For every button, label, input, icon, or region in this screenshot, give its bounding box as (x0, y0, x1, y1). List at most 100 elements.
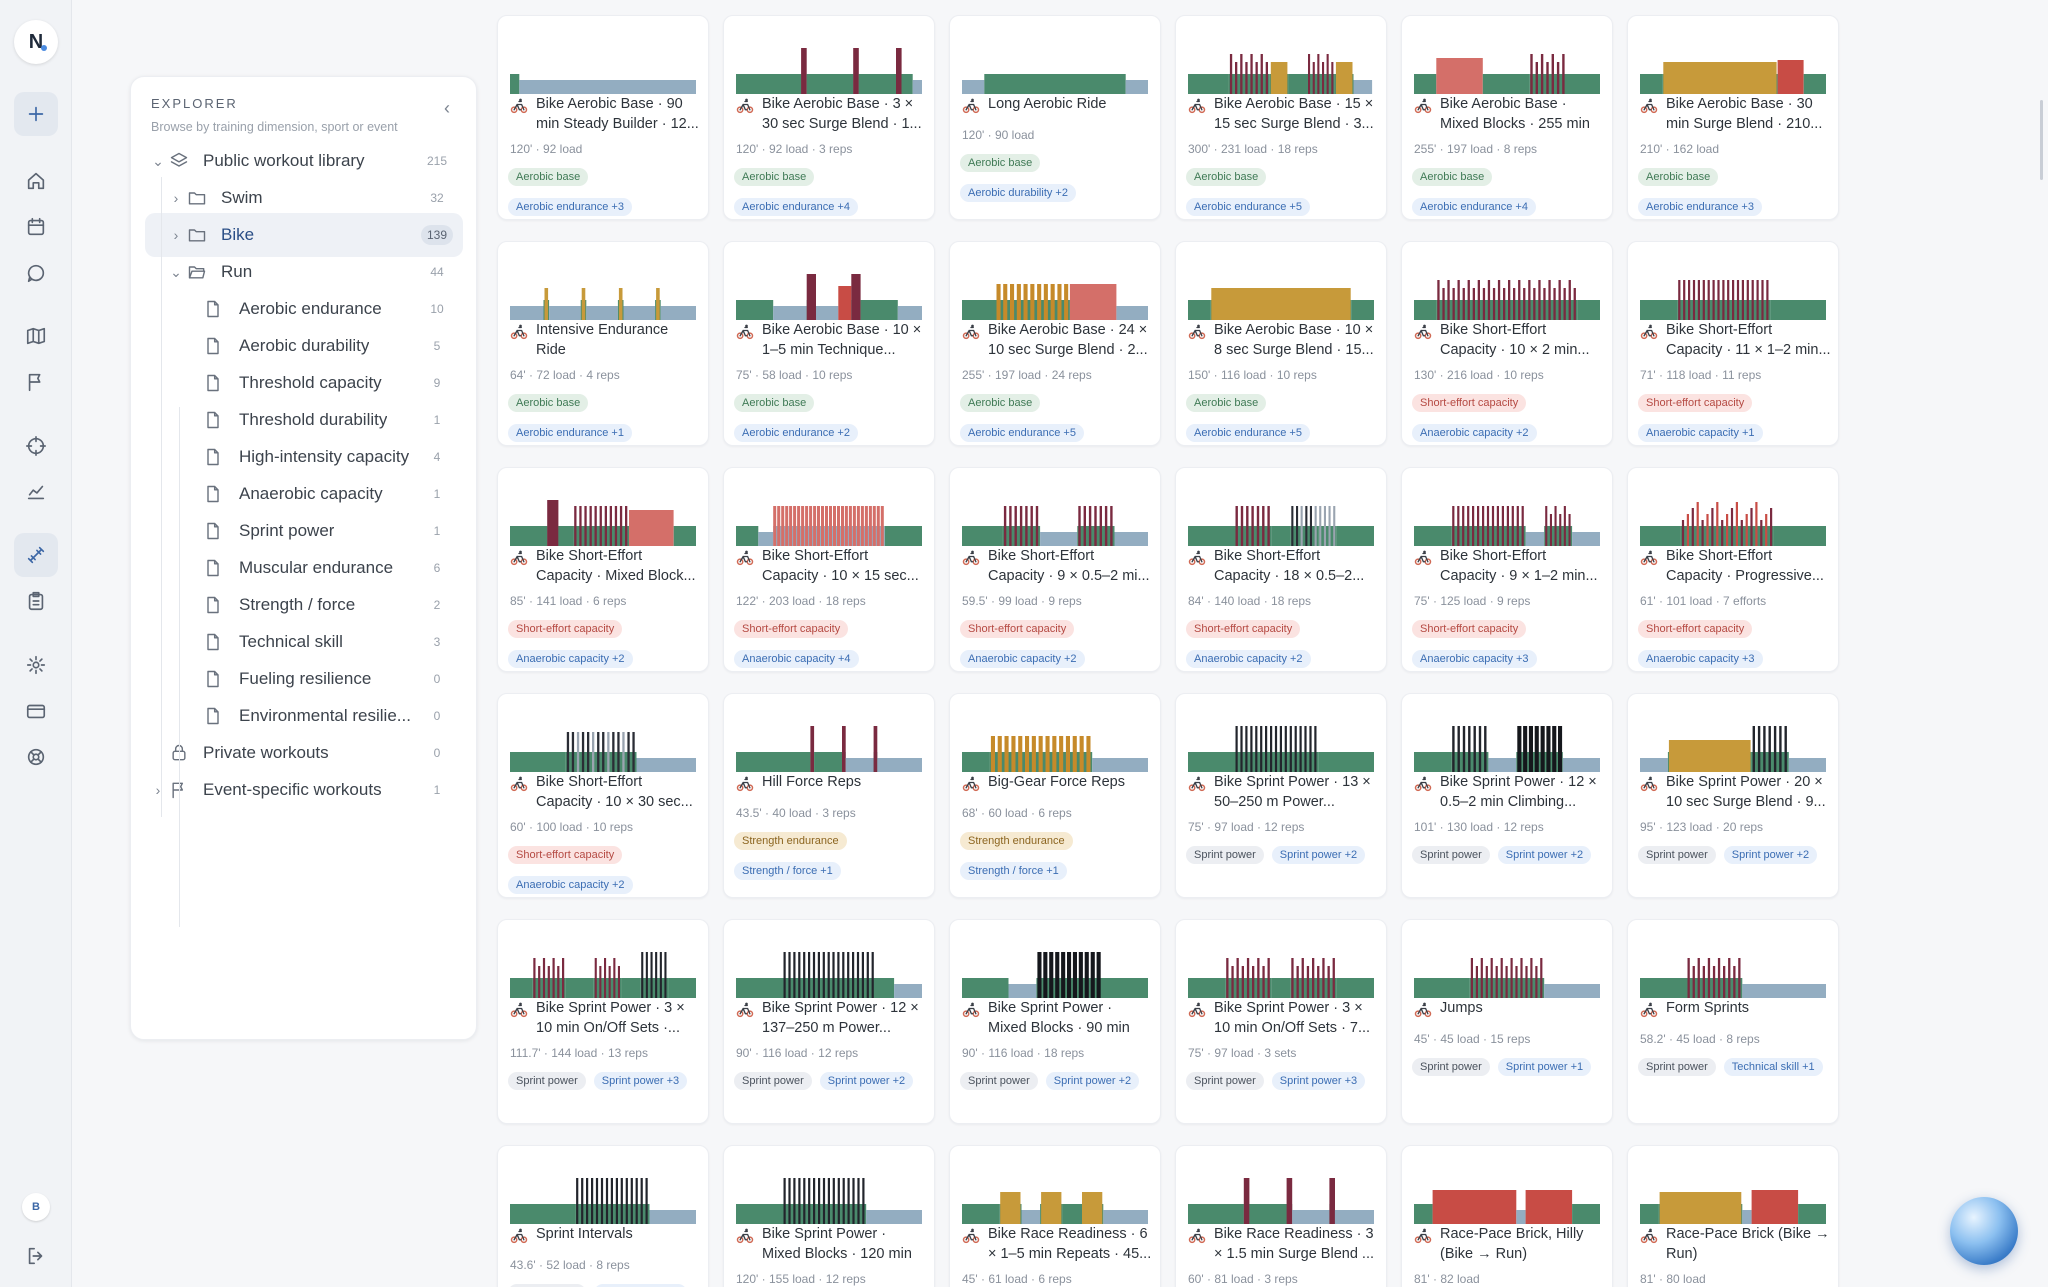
workout-card[interactable]: Bike Short-Effort Capacity · Progressive… (1627, 467, 1839, 672)
tree-item[interactable]: Strength / force 2 (145, 583, 463, 627)
primary-tag[interactable]: Aerobic base (1638, 168, 1719, 186)
tree-item[interactable]: Fueling resilience 0 (145, 657, 463, 701)
secondary-tag[interactable]: Aerobic endurance +3 (1638, 198, 1762, 216)
primary-tag[interactable]: Aerobic base (960, 154, 1041, 172)
secondary-tag[interactable]: Anaerobic capacity +3 (1412, 650, 1537, 668)
workout-card[interactable]: Bike Race Readiness · 6 × 1–5 min Repeat… (949, 1145, 1161, 1287)
nav-settings[interactable] (14, 643, 58, 687)
secondary-tag[interactable]: Aerobic endurance +2 (734, 424, 858, 442)
workout-card[interactable]: Bike Short-Effort Capacity · 18 × 0.5–2.… (1175, 467, 1387, 672)
secondary-tag[interactable]: Sprint power +3 (1271, 1072, 1366, 1090)
secondary-tag[interactable]: Sprint power +2 (1497, 846, 1592, 864)
chevron-right-icon[interactable]: › (173, 190, 179, 206)
workout-card[interactable]: Bike Aerobic Base · Mixed Blocks · 255 m… (1401, 15, 1613, 220)
primary-tag[interactable]: Strength endurance (960, 832, 1073, 850)
secondary-tag[interactable]: Aerobic endurance +4 (734, 198, 858, 216)
secondary-tag[interactable]: Sprint power +1 (593, 1284, 688, 1287)
primary-tag[interactable]: Aerobic base (734, 394, 815, 412)
secondary-tag[interactable]: Aerobic endurance +3 (508, 198, 632, 216)
primary-tag[interactable]: Aerobic base (1186, 394, 1267, 412)
primary-tag[interactable]: Sprint power (960, 1072, 1038, 1090)
workout-card[interactable]: Bike Sprint Power · Mixed Blocks · 90 mi… (949, 919, 1161, 1124)
secondary-tag[interactable]: Technical skill +1 (1723, 1058, 1823, 1076)
tree-item[interactable]: ⌄ Public workout library 215 (145, 139, 463, 183)
secondary-tag[interactable]: Anaerobic capacity +2 (508, 876, 633, 894)
workout-card[interactable]: Bike Aerobic Base · 10 × 1–5 min Techniq… (723, 241, 935, 446)
workout-card[interactable]: Bike Short-Effort Capacity · Mixed Block… (497, 467, 709, 672)
assistant-orb-button[interactable] (1950, 1197, 2018, 1265)
primary-tag[interactable]: Short-effort capacity (734, 620, 849, 638)
primary-tag[interactable]: Short-effort capacity (1638, 620, 1753, 638)
workout-card[interactable]: Race-Pace Brick (Bike → Run) 81' · 80 loa… (1627, 1145, 1839, 1287)
secondary-tag[interactable]: Anaerobic capacity +4 (734, 650, 859, 668)
primary-tag[interactable]: Short-effort capacity (508, 846, 623, 864)
chevron-down-icon[interactable]: ⌄ (170, 263, 182, 280)
workout-card[interactable]: Bike Aerobic Base · 30 min Surge Blend ·… (1627, 15, 1839, 220)
collapse-panel-button[interactable]: ‹ (444, 98, 450, 118)
workout-card[interactable]: Bike Race Readiness · 3 × 1.5 min Surge … (1175, 1145, 1387, 1287)
secondary-tag[interactable]: Sprint power +3 (593, 1072, 688, 1090)
logout-button[interactable] (14, 1234, 58, 1278)
workout-card[interactable]: Long Aerobic Ride 120' · 90 load Aerobic b… (949, 15, 1161, 220)
user-avatar[interactable]: B (22, 1193, 50, 1221)
workout-card[interactable]: Race-Pace Brick, Hilly (Bike → Run) 81' ·… (1401, 1145, 1613, 1287)
workout-card[interactable]: Bike Aerobic Base · 3 × 30 sec Surge Ble… (723, 15, 935, 220)
nav-chat[interactable] (14, 251, 58, 295)
workout-card[interactable]: Bike Short-Effort Capacity · 10 × 15 sec… (723, 467, 935, 672)
workout-card[interactable]: Big-Gear Force Reps 68' · 60 load · 6 rep… (949, 693, 1161, 898)
primary-tag[interactable]: Sprint power (1186, 846, 1264, 864)
workout-card[interactable]: Bike Short-Effort Capacity · 9 × 1–2 min… (1401, 467, 1613, 672)
secondary-tag[interactable]: Aerobic durability +2 (960, 184, 1076, 202)
primary-tag[interactable]: Aerobic base (1186, 168, 1267, 186)
primary-tag[interactable]: Aerobic base (734, 168, 815, 186)
primary-tag[interactable]: Short-effort capacity (960, 620, 1075, 638)
secondary-tag[interactable]: Aerobic endurance +5 (1186, 424, 1310, 442)
workout-card[interactable]: Form Sprints 58.2' · 45 load · 8 reps Spri… (1627, 919, 1839, 1124)
tree-item[interactable]: › Swim 32 (145, 176, 463, 220)
workout-card[interactable]: Bike Sprint Power · 3 × 10 min On/Off Se… (497, 919, 709, 1124)
primary-tag[interactable]: Sprint power (1412, 1058, 1490, 1076)
primary-tag[interactable]: Short-effort capacity (508, 620, 623, 638)
primary-tag[interactable]: Aerobic base (508, 168, 589, 186)
workout-card[interactable]: Bike Sprint Power · 13 × 50–250 m Power.… (1175, 693, 1387, 898)
primary-tag[interactable]: Short-effort capacity (1638, 394, 1753, 412)
workout-card[interactable]: Bike Sprint Power · 20 × 10 sec Surge Bl… (1627, 693, 1839, 898)
chevron-down-icon[interactable]: ⌄ (152, 152, 164, 169)
workout-card[interactable]: Bike Aerobic Base · 15 × 15 sec Surge Bl… (1175, 15, 1387, 220)
workout-card[interactable]: Bike Aerobic Base · 90 min Steady Builde… (497, 15, 709, 220)
secondary-tag[interactable]: Anaerobic capacity +1 (1638, 424, 1763, 442)
tree-item[interactable]: › Event-specific workouts 1 (145, 768, 463, 812)
chevron-right-icon[interactable]: › (155, 782, 161, 798)
workout-card[interactable]: Intensive Endurance Ride 64' · 72 load · … (497, 241, 709, 446)
secondary-tag[interactable]: Anaerobic capacity +2 (508, 650, 633, 668)
secondary-tag[interactable]: Sprint power +2 (1723, 846, 1818, 864)
tree-item[interactable]: High-intensity capacity 4 (145, 435, 463, 479)
primary-tag[interactable]: Sprint power (1638, 846, 1716, 864)
secondary-tag[interactable]: Sprint power +2 (1271, 846, 1366, 864)
secondary-tag[interactable]: Anaerobic capacity +2 (1412, 424, 1537, 442)
tree-item[interactable]: Aerobic endurance 10 (145, 287, 463, 331)
workout-card[interactable]: Jumps 45' · 45 load · 15 reps Sprint power… (1401, 919, 1613, 1124)
secondary-tag[interactable]: Anaerobic capacity +2 (1186, 650, 1311, 668)
primary-tag[interactable]: Sprint power (508, 1072, 586, 1090)
primary-tag[interactable]: Sprint power (1638, 1058, 1716, 1076)
workout-card[interactable]: Bike Sprint Power · 12 × 137–250 m Power… (723, 919, 935, 1124)
primary-tag[interactable]: Sprint power (734, 1072, 812, 1090)
primary-tag[interactable]: Short-effort capacity (1186, 620, 1301, 638)
tree-item[interactable]: Environmental resilie... 0 (145, 694, 463, 738)
workout-card[interactable]: Bike Short-Effort Capacity · 11 × 1–2 mi… (1627, 241, 1839, 446)
tree-item[interactable]: Anaerobic capacity 1 (145, 472, 463, 516)
nav-calendar[interactable] (14, 205, 58, 249)
workout-card[interactable]: Hill Force Reps 43.5' · 40 load · 3 reps S… (723, 693, 935, 898)
nav-flag[interactable] (14, 360, 58, 404)
nav-workouts[interactable] (14, 533, 58, 577)
nav-clipboard[interactable] (14, 579, 58, 623)
workout-card[interactable]: Bike Sprint Power · 3 × 10 min On/Off Se… (1175, 919, 1387, 1124)
primary-tag[interactable]: Strength endurance (734, 832, 847, 850)
workout-card[interactable]: Bike Sprint Power · Mixed Blocks · 120 m… (723, 1145, 935, 1287)
chevron-right-icon[interactable]: › (173, 227, 179, 243)
add-button[interactable] (14, 92, 58, 136)
workout-card[interactable]: Sprint Intervals 43.6' · 52 load · 8 reps… (497, 1145, 709, 1287)
secondary-tag[interactable]: Aerobic endurance +4 (1412, 198, 1536, 216)
tree-item[interactable]: Threshold durability 1 (145, 398, 463, 442)
